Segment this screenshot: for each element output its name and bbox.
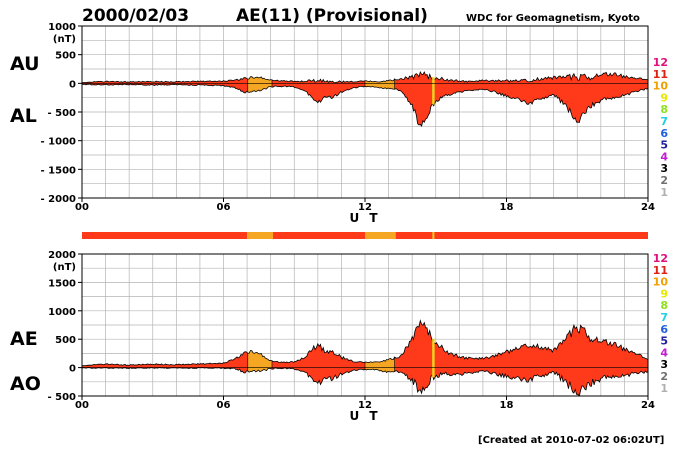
y-tick-label: - 500 [47,392,76,403]
legend-level-4: 4 [660,346,668,359]
y-unit-label: (nT) [53,262,76,273]
legend-level-11: 11 [653,68,668,81]
legend-level-2: 2 [660,370,668,383]
quiet-area [247,76,273,93]
legend-level-4: 4 [660,150,668,163]
x-axis-label: U T [349,409,380,423]
y-tick-label: 1500 [48,278,76,289]
x-tick-label: 12 [358,202,372,213]
legend-level-3: 3 [660,358,668,371]
legend-level-8: 8 [660,299,668,312]
y-tick-label: 2000 [48,250,76,261]
status-segment [247,232,274,239]
legend-level-11: 11 [653,264,668,277]
chart-title: AE(11) (Provisional) [236,6,428,26]
legend-level-9: 9 [660,91,668,104]
legend-level-7: 7 [660,115,668,128]
x-tick-label: 12 [358,400,372,411]
y-tick-label: - 500 [47,108,76,119]
legend-level-12: 12 [653,252,668,265]
x-tick-label: 00 [75,400,89,411]
ao-label: AO [10,373,41,395]
legend-level-10: 10 [653,80,669,93]
legend-level-3: 3 [660,162,668,175]
ae-label: AE [10,328,38,350]
au-label: AU [10,53,40,75]
y-tick-label: 1000 [48,22,76,33]
legend-level-9: 9 [660,287,668,300]
x-tick-label: 24 [641,400,655,411]
legend-level-10: 10 [653,276,669,289]
status-bar [82,232,648,239]
y-tick-label: 500 [55,51,76,62]
y-tick-label: 0 [69,364,76,375]
quiet-area [364,78,395,90]
legend-level-5: 5 [660,335,668,348]
legend-level-6: 6 [660,127,668,140]
legend-level-6: 6 [660,323,668,336]
status-segment [273,232,365,239]
legend-level-1: 1 [660,186,668,199]
y-tick-label: - 1500 [41,165,77,176]
y-tick-label: 1000 [48,307,76,318]
status-segment [365,232,396,239]
x-tick-label: 18 [500,400,514,411]
quiet-area [247,350,273,373]
y-tick-label: - 1000 [41,137,77,148]
x-tick-label: 06 [217,202,231,213]
y-unit-label: (nT) [53,34,76,45]
y-tick-label: 0 [69,79,76,90]
quiet-area [364,356,395,373]
y-tick-label: 500 [55,335,76,346]
x-tick-label: 06 [217,400,231,411]
legend-level-5: 5 [660,139,668,152]
x-tick-label: 24 [641,202,655,213]
date-label: 2000/02/03 [82,6,189,26]
x-tick-label: 18 [500,202,514,213]
created-timestamp: [Created at 2010-07-02 06:02UT] [478,435,664,446]
x-axis-label: U T [349,211,380,225]
legend-level-2: 2 [660,174,668,187]
al-label: AL [10,105,37,127]
status-segment [395,232,648,239]
status-segment [82,232,248,239]
source-label: WDC for Geomagnetism, Kyoto [466,13,640,24]
legend-level-12: 12 [653,56,668,69]
legend-level-1: 1 [660,382,668,395]
x-tick-label: 00 [75,202,89,213]
legend-level-8: 8 [660,103,668,116]
y-tick-label: - 2000 [41,194,77,205]
legend-level-7: 7 [660,311,668,324]
